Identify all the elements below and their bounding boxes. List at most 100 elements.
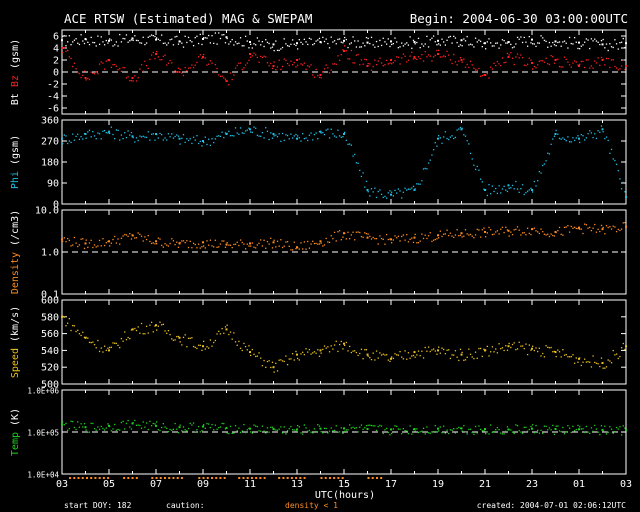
sample-point: [285, 59, 287, 62]
sample-point: [439, 352, 441, 354]
data-point: [531, 62, 533, 64]
sample-point: [112, 45, 114, 47]
sample-point: [340, 340, 342, 343]
sample-point: [129, 232, 131, 235]
sample-point: [219, 75, 222, 78]
sample-point: [332, 348, 334, 350]
sample-point: [369, 356, 371, 359]
y-tick-label: 0: [53, 200, 59, 211]
caution-marker: [333, 477, 336, 479]
sample-point: [176, 35, 178, 38]
sample-point: [518, 38, 520, 40]
data-point: [366, 65, 369, 67]
data-point: [625, 65, 627, 67]
sample-point: [164, 54, 166, 56]
sample-point: [322, 36, 324, 39]
sample-point: [187, 67, 190, 69]
sample-point: [389, 190, 391, 192]
sample-point: [384, 41, 386, 43]
sample-point: [209, 144, 212, 147]
sample-point: [458, 45, 460, 48]
sample-point: [196, 247, 198, 249]
sample-point: [409, 188, 411, 190]
sample-point: [335, 425, 337, 427]
sample-point: [253, 246, 255, 248]
sample-point: [203, 245, 205, 247]
sample-point: [253, 353, 255, 355]
data-point: [531, 347, 533, 350]
sample-point: [92, 422, 94, 425]
sample-point: [419, 240, 421, 242]
sample-point: [144, 43, 146, 46]
sample-point: [293, 359, 295, 361]
data-point: [460, 59, 463, 61]
sample-point: [154, 325, 156, 327]
sample-point: [176, 241, 178, 243]
sample-point: [302, 64, 304, 66]
sample-point: [221, 327, 223, 330]
sample-point: [139, 42, 141, 44]
sample-point: [579, 228, 581, 230]
sample-point: [510, 429, 512, 431]
sample-point: [73, 139, 76, 141]
sample-point: [244, 248, 247, 250]
sample-point: [584, 41, 586, 43]
sample-point: [203, 37, 205, 39]
sample-point: [382, 238, 384, 241]
sample-point: [505, 189, 507, 191]
sample-point: [318, 425, 321, 427]
sample-point: [577, 135, 579, 137]
sample-point: [434, 54, 436, 57]
sample-point: [387, 63, 389, 65]
sample-point: [337, 38, 339, 41]
sample-point: [579, 48, 581, 50]
sample-point: [446, 429, 448, 431]
sample-point: [246, 349, 248, 351]
sample-point: [350, 42, 353, 44]
sample-point: [273, 371, 275, 373]
sample-point: [107, 240, 109, 243]
sample-point: [402, 45, 405, 47]
sample-point: [367, 233, 369, 235]
data-point: [319, 240, 322, 243]
sample-point: [186, 430, 188, 432]
sample-point: [548, 427, 551, 429]
sample-point: [327, 42, 329, 45]
data-point: [601, 228, 604, 231]
data-point: [625, 42, 627, 45]
sample-point: [226, 242, 228, 244]
sample-point: [93, 41, 96, 44]
sample-point: [77, 42, 79, 44]
sample-point: [357, 53, 359, 56]
sample-point: [196, 61, 198, 64]
sample-point: [280, 68, 282, 71]
sample-point: [149, 324, 151, 326]
sample-point: [562, 66, 564, 68]
sample-point: [228, 84, 230, 86]
sample-point: [156, 51, 158, 53]
sample-point: [380, 62, 383, 64]
sample-point: [567, 356, 569, 358]
sample-point: [579, 63, 581, 66]
sample-point: [387, 359, 389, 361]
caution-marker: [135, 477, 138, 479]
sample-point: [374, 59, 376, 61]
caution-marker: [151, 477, 154, 479]
sample-point: [208, 347, 210, 349]
sample-point: [513, 188, 515, 190]
sample-point: [391, 191, 393, 193]
sample-point: [119, 346, 121, 349]
sample-point: [124, 38, 126, 40]
sample-point: [459, 348, 462, 350]
sample-point: [176, 71, 178, 73]
sample-point: [290, 358, 292, 360]
sample-point: [485, 188, 487, 191]
data-point: [249, 41, 251, 43]
sample-point: [594, 38, 596, 40]
caution-marker: [73, 477, 76, 479]
caution-marker: [85, 477, 88, 479]
sample-point: [490, 229, 492, 231]
data-point: [507, 229, 510, 232]
sample-point: [181, 72, 183, 74]
sample-point: [600, 425, 603, 427]
